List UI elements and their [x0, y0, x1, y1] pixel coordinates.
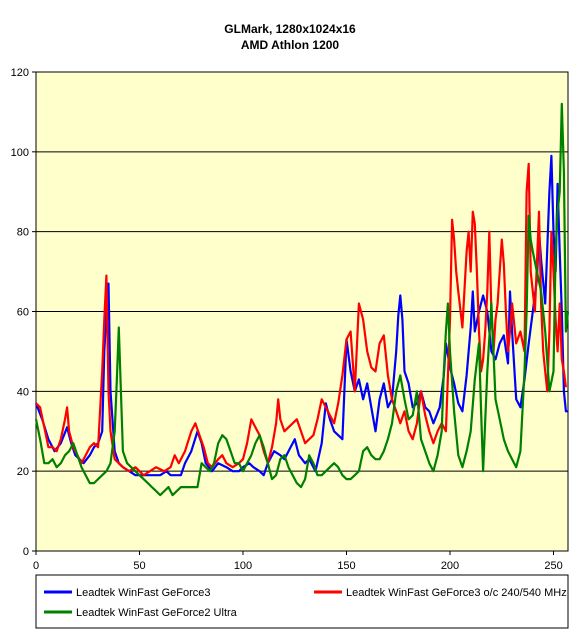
legend-label-series-2: Leadtek WinFast GeForce3 o/c 240/540 MHz	[346, 587, 567, 599]
y-tick-label-20: 20	[17, 466, 29, 478]
x-tick-label-250: 250	[544, 560, 562, 572]
x-tick-label-0: 0	[33, 560, 39, 572]
legend-box	[35, 574, 569, 629]
chart-subtitle: AMD Athlon 1200	[241, 38, 340, 52]
y-tick-label-100: 100	[11, 147, 29, 159]
x-tick-label-50: 50	[133, 560, 145, 572]
y-axis: 0 20 40 60 80 100 120	[11, 67, 36, 558]
x-axis: 0 50 100 150 200 250	[33, 551, 563, 572]
gridlines	[36, 151, 568, 472]
y-tick-label-80: 80	[17, 227, 29, 239]
chart-title: GLMark, 1280x1024x16	[224, 22, 356, 36]
x-tick-label-150: 150	[337, 560, 355, 572]
x-tick-label-100: 100	[234, 560, 252, 572]
series-lines	[34, 102, 570, 497]
y-tick-label-60: 60	[17, 307, 29, 319]
y-tick-label-40: 40	[17, 386, 29, 398]
legend-item-series-1: Leadtek WinFast GeForce3	[44, 587, 211, 599]
y-tick-label-0: 0	[23, 546, 29, 558]
x-tick-label-200: 200	[441, 560, 459, 572]
y-tick-label-120: 120	[11, 67, 29, 79]
legend-label-series-1: Leadtek WinFast GeForce3	[76, 587, 211, 599]
legend-item-series-2: Leadtek WinFast GeForce3 o/c 240/540 MHz	[314, 587, 567, 599]
series-line-3	[34, 102, 570, 497]
legend-label-series-3: Leadtek WinFast GeForce2 Ultra	[76, 607, 238, 619]
legend-item-series-3: Leadtek WinFast GeForce2 Ultra	[44, 607, 238, 619]
legend: Leadtek WinFast GeForce3 Leadtek WinFast…	[44, 587, 567, 619]
